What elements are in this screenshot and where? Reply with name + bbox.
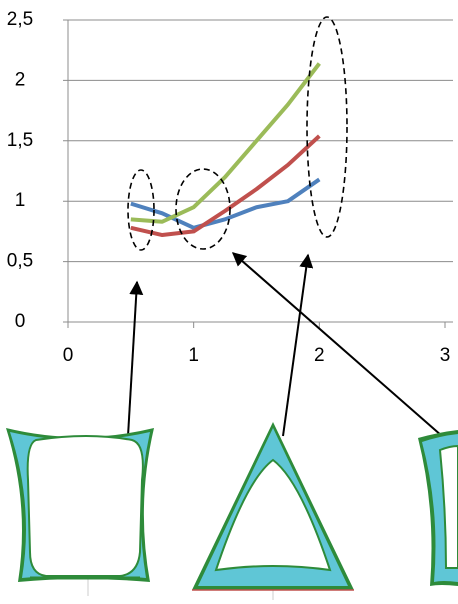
arrow: [283, 255, 308, 436]
arrow: [233, 253, 442, 436]
y-tick-label: 2,5: [7, 9, 33, 30]
y-tick-label: 0,5: [7, 251, 33, 272]
shape-square: [6, 428, 154, 596]
y-tick-label: 1,5: [7, 130, 33, 151]
annotations: [128, 17, 442, 436]
arrow: [128, 282, 137, 436]
x-tick-label: 0: [63, 345, 74, 366]
page: {"chart_data": {"type": "line", "x": [0.…: [0, 0, 458, 604]
highlight-ellipse: [176, 169, 230, 249]
chart: 0 0,5 1 1,5 2 2,5 0 1 2 3: [0, 0, 458, 604]
y-tick-label: 1: [15, 190, 26, 211]
x-tick-label: 3: [440, 345, 451, 366]
y-tick-label: 0: [15, 311, 26, 332]
shape-triangle: [192, 422, 354, 600]
highlight-ellipse: [307, 17, 347, 237]
x-tick-label: 2: [314, 345, 325, 366]
shape-partial: [418, 430, 458, 586]
x-tick-label: 1: [188, 345, 199, 366]
y-tick-label: 2: [15, 69, 26, 90]
plot-area: 0 0,5 1 1,5 2 2,5 0 1 2 3: [7, 9, 453, 366]
